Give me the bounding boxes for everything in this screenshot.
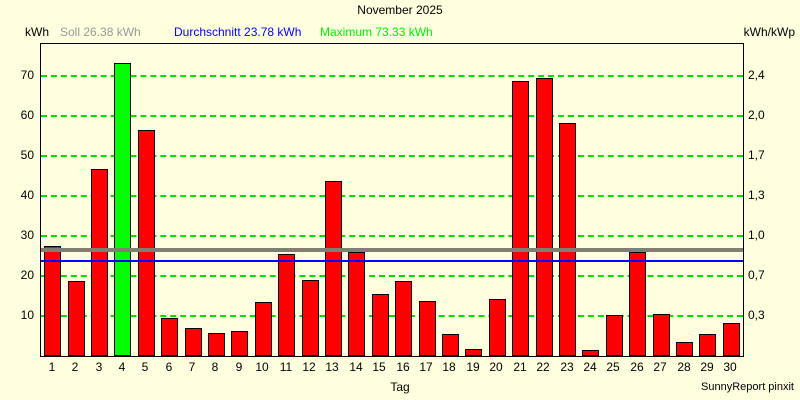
x-axis-tick-day-3: 3 [95,360,103,374]
bar-day-8[interactable] [208,333,225,356]
right-axis-tick: 1,0 [748,228,765,242]
x-axis-tick-day-12: 12 [302,360,316,374]
footer-credit: SunnyReport pinxit [701,381,794,393]
x-axis-label: Tag [390,380,410,394]
x-axis-tick-day-10: 10 [255,360,269,374]
plot-area [40,43,744,357]
bar-day-15[interactable] [372,294,389,356]
x-axis-tick-day-15: 15 [372,360,386,374]
x-axis-tick-day-14: 14 [349,360,363,374]
x-axis-tick-day-2: 2 [71,360,79,374]
x-axis-tick-day-7: 7 [188,360,196,374]
bar-day-3[interactable] [91,169,108,356]
bar-day-16[interactable] [395,281,412,356]
bar-day-7[interactable] [185,328,202,356]
bar-day-9[interactable] [231,331,248,356]
gridline [41,115,743,117]
legend-item-maximum: Maximum 73.33 kWh [320,25,433,39]
bar-day-21[interactable] [512,81,529,356]
x-axis-tick-day-23: 23 [560,360,574,374]
right-axis-unit-label: kWh/kWp [743,25,795,39]
left-axis-tick: 60 [20,108,34,122]
gridline [41,195,743,197]
left-axis-tick: 50 [20,148,34,162]
bar-day-20[interactable] [489,299,506,356]
bar-day-4[interactable] [114,63,131,356]
left-axis-tick: 20 [20,268,34,282]
x-axis-tick-day-11: 11 [279,360,293,374]
x-axis-tick-day-16: 16 [396,360,410,374]
bar-day-19[interactable] [465,349,482,356]
x-axis-tick-day-19: 19 [466,360,480,374]
bar-day-23[interactable] [559,123,576,356]
x-axis-tick-day-28: 28 [677,360,691,374]
right-axis-tick: 1,7 [748,148,765,162]
left-axis-unit-label: kWh [25,25,49,39]
left-axis-tick: 30 [20,228,34,242]
soll-reference-line [41,248,743,253]
right-axis-tick: 1,3 [748,188,765,202]
right-axis-tick: 2,4 [748,68,765,82]
x-axis-tick-day-8: 8 [211,360,219,374]
gridline [41,315,743,317]
x-axis-tick-day-4: 4 [118,360,126,374]
x-axis-tick-day-13: 13 [325,360,339,374]
x-axis-tick-day-26: 26 [630,360,644,374]
gridline [41,155,743,157]
x-axis-tick-day-27: 27 [653,360,667,374]
right-axis-tick: 0,3 [748,308,765,322]
plot-inner [41,44,743,356]
left-axis-tick: 10 [20,308,34,322]
bar-day-24[interactable] [582,350,599,356]
x-axis-tick-day-9: 9 [235,360,243,374]
x-axis-tick-day-5: 5 [141,360,149,374]
bar-day-26[interactable] [629,252,646,356]
bar-day-17[interactable] [419,301,436,356]
bar-day-6[interactable] [161,318,178,356]
durchschnitt-reference-line [41,259,743,262]
bar-day-18[interactable] [442,334,459,356]
left-axis-tick: 40 [20,188,34,202]
bar-day-12[interactable] [302,280,319,356]
x-axis-tick-day-1: 1 [48,360,56,374]
bar-day-14[interactable] [348,252,365,356]
bar-day-30[interactable] [723,323,740,356]
bar-day-25[interactable] [606,315,623,356]
x-axis-tick-day-25: 25 [606,360,620,374]
left-axis-tick: 70 [20,68,34,82]
bar-day-5[interactable] [138,130,155,356]
x-axis-tick-day-30: 30 [723,360,737,374]
x-axis-tick-day-20: 20 [489,360,503,374]
x-axis-tick-day-29: 29 [700,360,714,374]
page-title: November 2025 [357,3,443,17]
gridline [41,75,743,77]
x-axis-tick-day-21: 21 [513,360,527,374]
bar-day-1[interactable] [44,246,61,356]
x-axis-tick-day-17: 17 [419,360,433,374]
bar-day-27[interactable] [653,314,670,356]
x-axis-tick-day-6: 6 [165,360,173,374]
x-axis-tick-day-24: 24 [583,360,597,374]
legend-item-durchschnitt: Durchschnitt 23.78 kWh [174,25,302,39]
bar-day-10[interactable] [255,302,272,356]
x-axis-tick-day-18: 18 [442,360,456,374]
gridline [41,235,743,237]
bar-day-29[interactable] [699,334,716,356]
chart-legend: kWh Soll 26.38 kWh Durchschnitt 23.78 kW… [0,24,800,40]
bar-day-2[interactable] [68,281,85,356]
right-axis-tick: 0,7 [748,268,765,282]
bar-day-28[interactable] [676,342,693,356]
bar-day-13[interactable] [325,181,342,356]
right-axis-tick: 2,0 [748,108,765,122]
bar-day-22[interactable] [536,78,553,356]
x-axis-tick-day-22: 22 [536,360,550,374]
bar-day-11[interactable] [278,254,295,356]
legend-item-soll: Soll 26.38 kWh [60,25,141,39]
gridline [41,275,743,277]
